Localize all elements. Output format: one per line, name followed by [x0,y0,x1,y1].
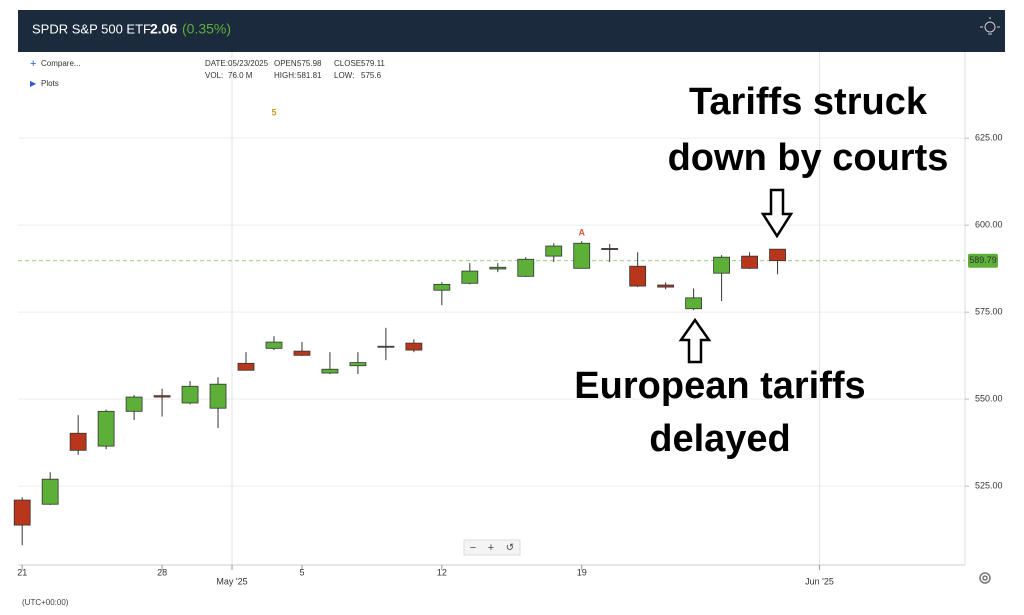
candle-body [377,345,395,348]
plots-button[interactable]: Plots [41,79,59,88]
down-arrow [760,188,794,239]
info-value: 575.6 [361,71,382,80]
info-label: VOL: [205,71,223,80]
zoom-controls: − + ↺ [463,539,521,556]
candle-body [517,258,535,277]
reset-button[interactable]: ↺ [506,543,514,554]
zoom-panel [463,539,521,556]
annotation: European tariffs [574,365,865,407]
month-label: May '25 [216,576,247,586]
y-tick-label: 600.00 [975,220,1003,230]
x-tick-label: 28 [157,567,167,577]
annotation: down by courts [668,137,949,179]
info-label: DATE: [205,59,228,68]
settings-icon[interactable] [979,572,991,584]
percent-change: (0.35%) [182,21,231,37]
last-price-label: 589.79 [969,255,997,265]
lightbulb-icon[interactable] [980,17,1000,35]
candle-body [13,499,31,526]
timezone-label: (UTC+00:00) [22,598,69,607]
compare-button[interactable]: Compare... [41,59,81,68]
plus-icon[interactable]: + [30,58,36,70]
info-value: 579.11 [361,59,385,68]
candle-body [489,266,507,270]
candle-body [685,297,703,310]
y-tick-label: 550.00 [975,394,1003,404]
header-bar [18,10,1005,52]
last-price-box [968,253,998,268]
candle-body [41,478,59,505]
price-change: 2.06 [150,21,177,37]
info-label: LOW: [334,71,354,80]
info-value: 76.0 M [228,71,253,80]
candle-body [125,396,143,412]
info-value: 05/23/2025 [228,59,269,68]
info-label: HIGH: [274,71,296,80]
candle-body [321,368,339,374]
candle-body [629,265,647,287]
candle-body [265,341,283,349]
candle-body [349,362,367,367]
candle-body [657,284,675,288]
y-tick-label: 575.00 [975,307,1003,317]
x-tick-label: 19 [577,567,587,577]
y-tick-label: 625.00 [975,133,1003,143]
chart-title: SPDR S&P 500 ETF [32,21,151,36]
candle-body [433,283,451,291]
info-label: OPEN: [274,59,299,68]
x-tick-label: 12 [437,567,447,577]
annotation: delayed [649,418,791,460]
info-value: 575.98 [297,59,322,68]
candle-body [293,350,311,356]
event-marker: 5 [271,107,276,117]
zoom-in-button[interactable]: + [488,542,494,554]
candle-body [209,383,227,409]
up-arrow [678,317,712,364]
y-tick-label: 525.00 [975,481,1003,491]
candle-body [545,245,563,257]
x-tick-label: 5 [299,567,304,577]
triangle-icon[interactable]: ▶ [30,79,37,88]
candle-body [181,385,199,404]
candle-body [461,270,479,284]
info-value: 581.81 [297,71,322,80]
candle-body [237,362,255,371]
info-label: CLOSE: [334,59,363,68]
candle-body [573,242,591,269]
zoom-out-button[interactable]: − [470,542,476,554]
event-marker: A [578,228,585,238]
annotation: Tariffs struck [689,81,928,123]
candle-body [741,255,758,269]
candle-body [713,256,731,274]
x-tick-label: 21 [17,567,27,577]
month-label: Jun '25 [805,576,834,586]
candle-body [153,395,171,398]
candle-body [601,248,619,250]
candle-body [69,432,87,451]
candle-body [97,410,115,447]
candle-body [405,342,423,351]
candle-body [769,248,786,262]
